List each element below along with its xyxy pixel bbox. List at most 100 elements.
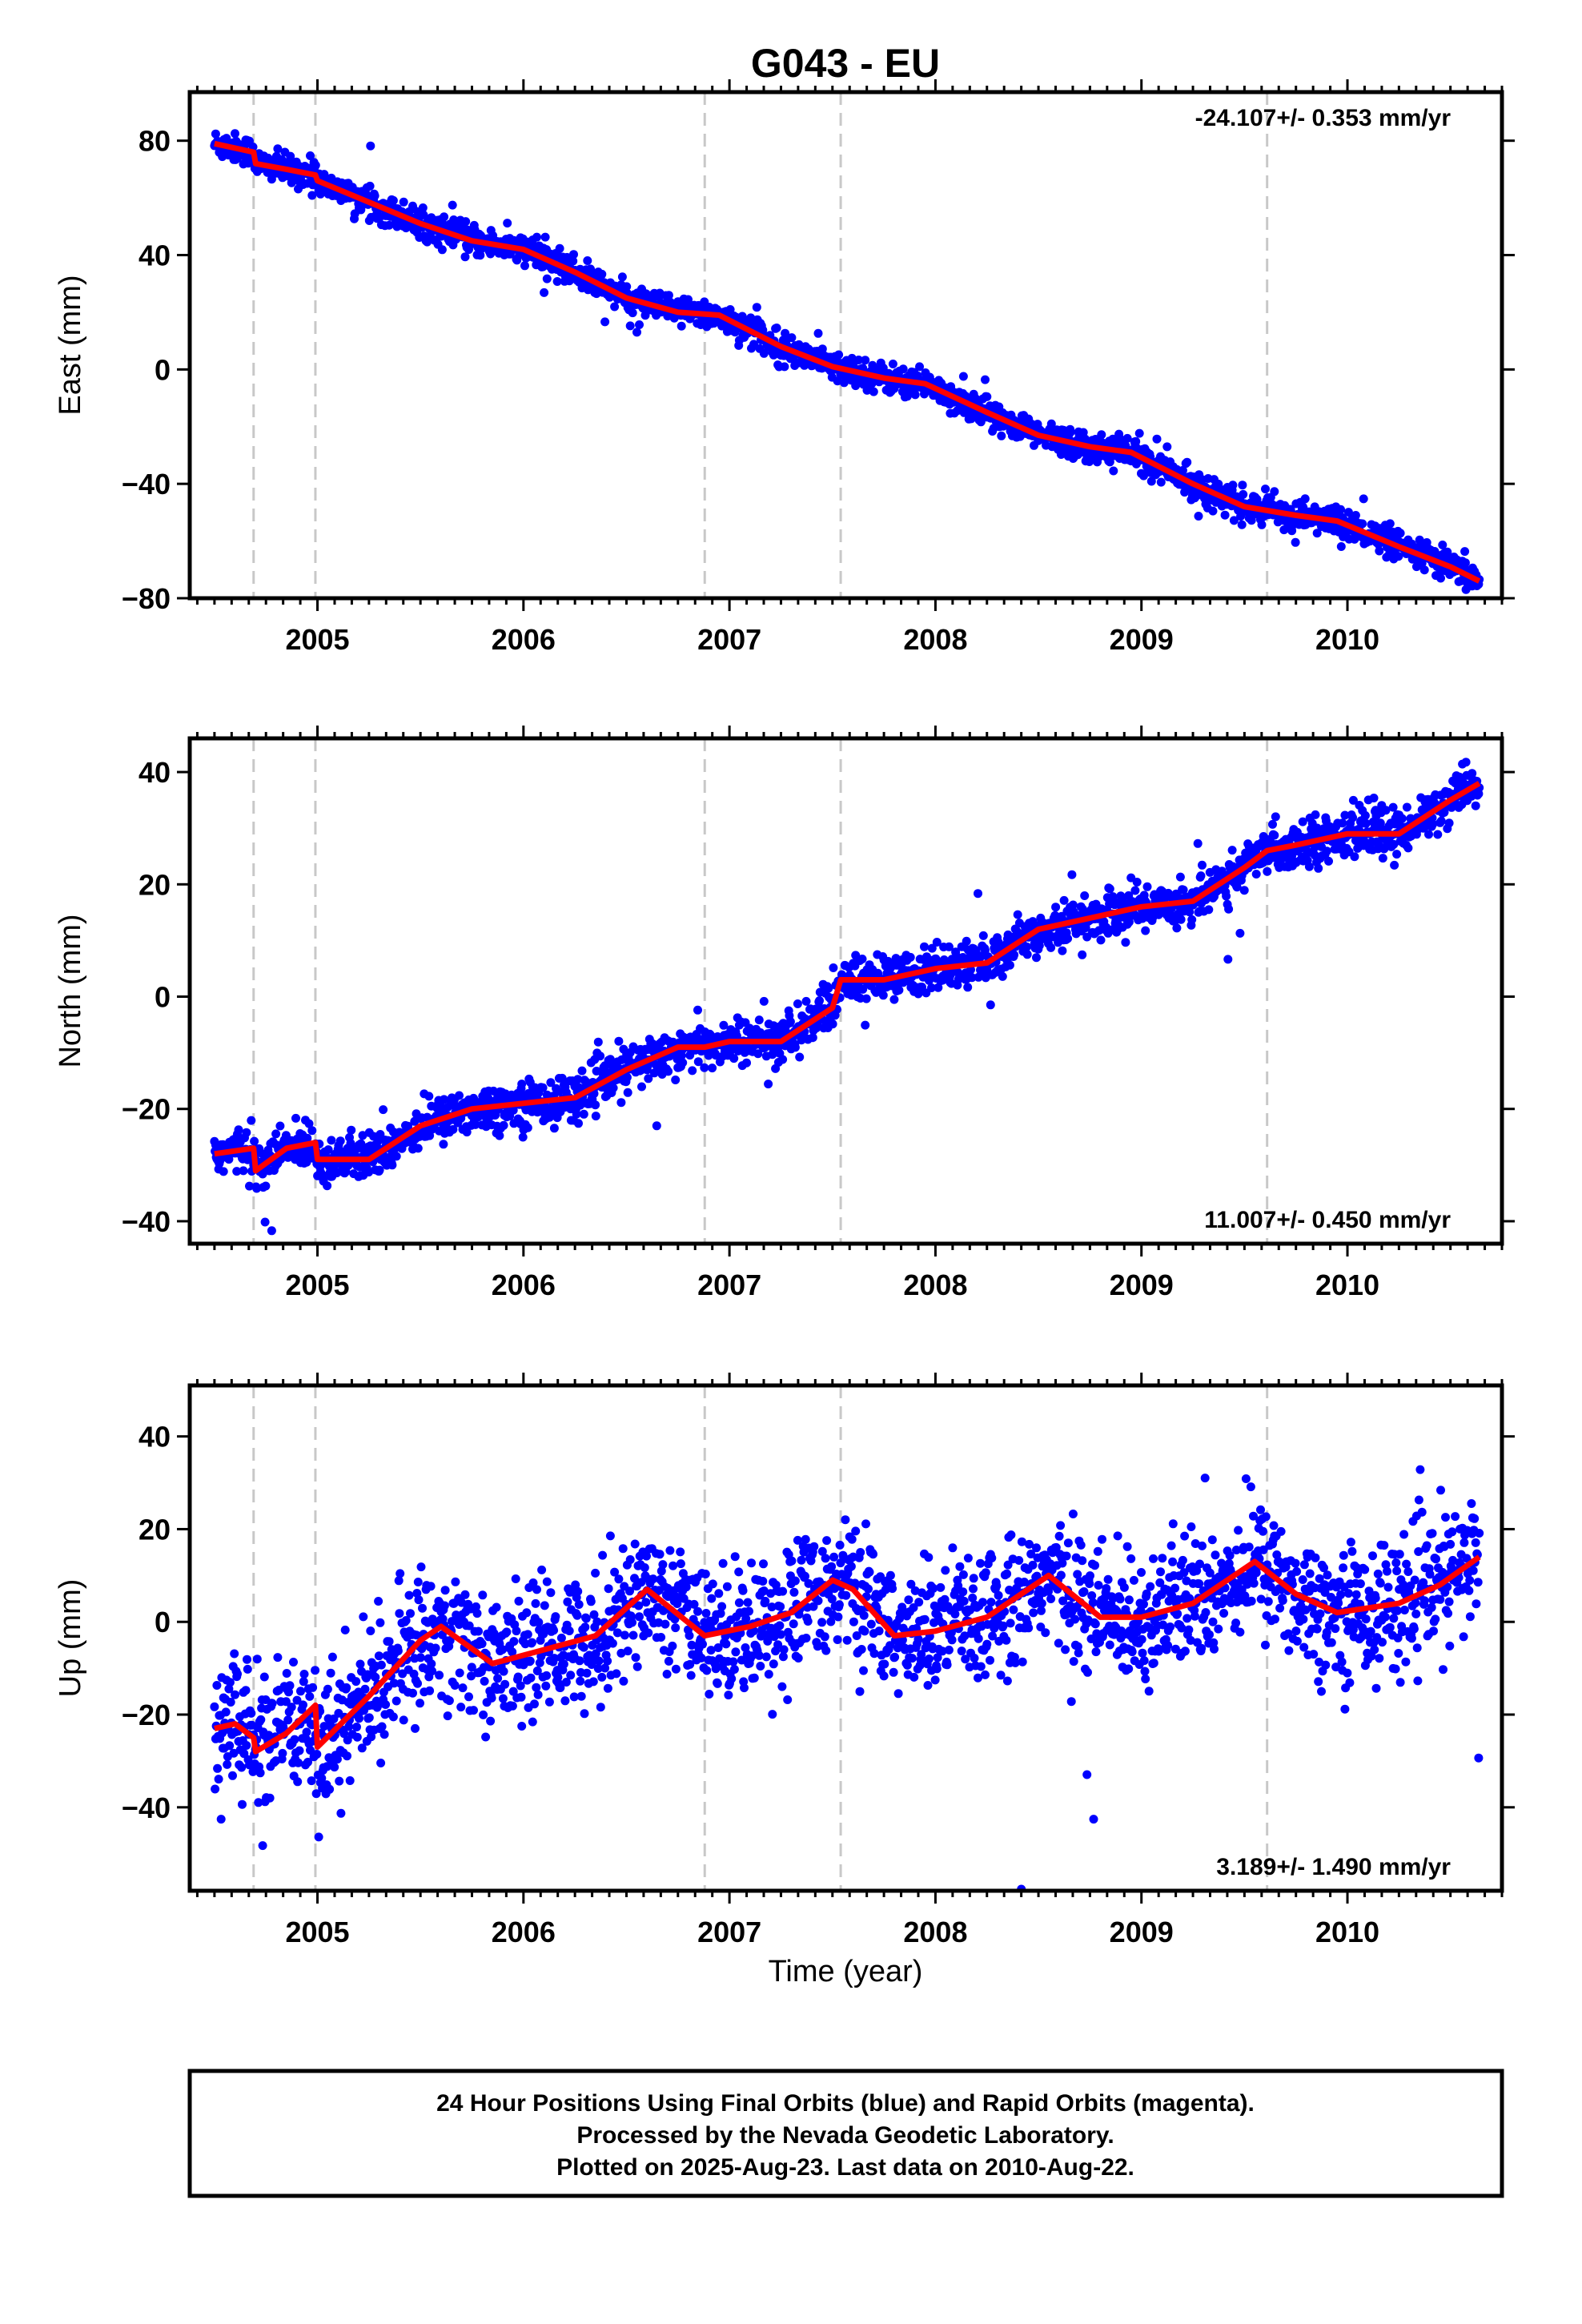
data-point — [1196, 871, 1206, 881]
data-point — [1063, 934, 1073, 943]
data-point — [888, 360, 897, 368]
data-point — [711, 1051, 721, 1060]
data-point — [700, 1063, 709, 1072]
data-point — [1257, 520, 1267, 529]
data-point — [264, 1731, 274, 1740]
data-point — [211, 1784, 220, 1794]
data-point — [339, 1729, 349, 1739]
data-point — [260, 1217, 270, 1227]
data-point — [273, 1653, 283, 1663]
data-point — [597, 269, 607, 279]
data-point — [323, 1684, 332, 1694]
data-point — [1051, 903, 1061, 912]
data-point — [1392, 850, 1402, 859]
data-point — [1187, 915, 1197, 924]
data-point — [737, 312, 747, 321]
data-point — [388, 1712, 398, 1722]
data-point — [456, 1703, 466, 1712]
data-point — [460, 252, 470, 262]
data-point — [395, 1609, 404, 1618]
data-point — [1122, 433, 1132, 443]
data-point — [425, 1686, 435, 1695]
data-point — [1224, 904, 1234, 914]
data-point — [1403, 843, 1413, 853]
data-point — [1375, 546, 1384, 556]
data-point — [1340, 810, 1350, 820]
data-point — [243, 1655, 251, 1664]
data-point — [259, 1672, 269, 1682]
data-point — [614, 1036, 624, 1046]
data-point — [399, 1715, 408, 1725]
data-point — [373, 1137, 383, 1147]
data-point — [652, 1121, 661, 1131]
data-point — [1222, 891, 1231, 901]
data-point — [824, 983, 833, 993]
data-point — [241, 1686, 251, 1695]
data-point — [898, 364, 908, 374]
data-point — [311, 1666, 320, 1675]
data-point — [305, 1691, 315, 1701]
data-points — [210, 1465, 1484, 1891]
data-point — [384, 1637, 394, 1647]
data-point — [255, 1768, 265, 1778]
data-point — [1162, 442, 1172, 452]
data-point — [1348, 795, 1358, 805]
data-point — [458, 1683, 468, 1693]
data-point — [579, 1109, 588, 1119]
data-point — [778, 1055, 788, 1064]
data-point — [1417, 558, 1427, 568]
data-point — [376, 1759, 386, 1767]
data-point — [254, 1798, 263, 1807]
data-point — [540, 287, 549, 297]
data-point — [1314, 863, 1323, 873]
data-point — [520, 261, 529, 271]
data-point — [393, 1647, 403, 1655]
data-point — [1232, 883, 1242, 892]
data-point — [440, 1601, 449, 1610]
data-point — [224, 1155, 234, 1164]
data-point — [781, 328, 790, 338]
data-point — [327, 1136, 336, 1145]
data-point — [759, 348, 769, 358]
data-point — [981, 946, 990, 955]
data-point — [413, 1578, 423, 1586]
data-point — [352, 1723, 361, 1731]
data-point — [237, 1763, 247, 1772]
data-point — [503, 219, 512, 228]
x-tick-label: 2006 — [492, 623, 556, 656]
data-point — [693, 1005, 702, 1015]
data-point — [915, 362, 924, 372]
data-point — [1134, 428, 1144, 438]
data-point — [1005, 960, 1014, 970]
y-tick-label: −40 — [122, 1205, 171, 1238]
data-point — [878, 991, 888, 1000]
data-point — [265, 1793, 275, 1803]
data-point — [934, 983, 943, 992]
data-point — [304, 1119, 314, 1128]
data-point — [574, 1119, 583, 1128]
panel-east: 2005 2006 2007 2008 2009 2010−80−4004080East … — [54, 79, 1515, 656]
data-point — [1360, 810, 1370, 820]
data-point — [693, 1057, 703, 1067]
data-point — [238, 1799, 247, 1809]
data-point — [1080, 891, 1090, 900]
x-tick-label: 2008 — [903, 1269, 967, 1301]
data-point — [450, 1681, 460, 1690]
data-point — [1142, 882, 1152, 891]
data-point — [583, 256, 592, 265]
data-point — [366, 141, 375, 151]
data-point — [569, 250, 578, 259]
data-point — [243, 1664, 252, 1674]
data-point — [247, 1708, 256, 1718]
data-point — [1105, 884, 1114, 894]
data-point — [267, 1226, 276, 1236]
data-point — [1223, 955, 1233, 964]
data-point — [644, 1074, 653, 1084]
data-point — [622, 1072, 632, 1082]
data-point — [1121, 938, 1130, 947]
data-point — [1251, 870, 1261, 879]
data-point — [408, 1688, 417, 1698]
data-point — [462, 1128, 472, 1137]
data-point — [1381, 806, 1391, 815]
